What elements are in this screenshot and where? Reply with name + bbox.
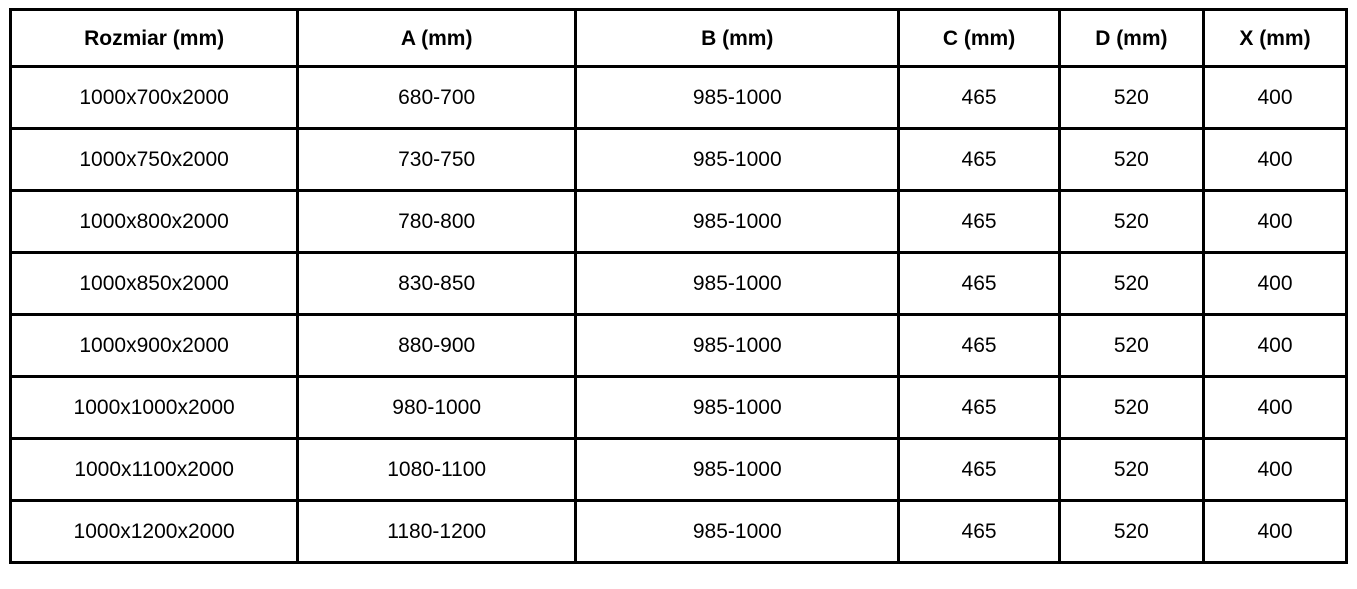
table-cell-a: 880-900 [296,313,578,378]
table-cell-rozmiar: 1000x850x2000 [8,251,300,316]
page: Rozmiar (mm) A (mm) B (mm) C (mm) D (mm) X (m… [8,8,1348,564]
table-cell-c: 465 [897,437,1061,502]
table-cell-c: 465 [897,251,1061,316]
table-cell-rozmiar: 1000x1100x2000 [8,437,300,502]
table-cell-b: 985-1000 [574,313,901,378]
table-body: 1000x700x2000 680-700 985-1000 465 520 400 100… [8,65,1348,564]
column-header-a: A (mm) [296,8,578,68]
table-cell-d: 520 [1057,375,1206,440]
table-cell-c: 465 [897,375,1061,440]
table-cell-c: 465 [897,65,1061,130]
table-cell-c: 465 [897,189,1061,254]
table-cell-rozmiar: 1000x1200x2000 [8,499,300,564]
table-row: 1000x900x2000 880-900 985-1000 465 520 400 [8,313,1348,378]
column-header-rozmiar: Rozmiar (mm) [8,8,300,68]
table-cell-rozmiar: 1000x900x2000 [8,313,300,378]
table-cell-x: 400 [1202,313,1348,378]
table-cell-x: 400 [1202,251,1348,316]
table-cell-b: 985-1000 [574,127,901,192]
table-cell-d: 520 [1057,65,1206,130]
column-header-x: X (mm) [1202,8,1348,68]
table-header-row: Rozmiar (mm) A (mm) B (mm) C (mm) D (mm) X (m… [8,8,1348,68]
table-cell-c: 465 [897,313,1061,378]
table-row: 1000x1200x2000 1180-1200 985-1000 465 520 400 [8,499,1348,564]
table-cell-b: 985-1000 [574,375,901,440]
size-table: Rozmiar (mm) A (mm) B (mm) C (mm) D (mm) X (m… [8,8,1348,564]
table-cell-a: 980-1000 [296,375,578,440]
table-cell-x: 400 [1202,127,1348,192]
table-row: 1000x750x2000 730-750 985-1000 465 520 400 [8,127,1348,192]
table-cell-a: 680-700 [296,65,578,130]
table-cell-rozmiar: 1000x1000x2000 [8,375,300,440]
table-cell-b: 985-1000 [574,251,901,316]
table-cell-x: 400 [1202,65,1348,130]
table-cell-rozmiar: 1000x700x2000 [8,65,300,130]
column-header-c: C (mm) [897,8,1061,68]
table-cell-d: 520 [1057,189,1206,254]
table-cell-c: 465 [897,127,1061,192]
table-cell-d: 520 [1057,313,1206,378]
table-cell-a: 730-750 [296,127,578,192]
table-cell-d: 520 [1057,251,1206,316]
table-cell-b: 985-1000 [574,437,901,502]
table-cell-d: 520 [1057,437,1206,502]
table-cell-x: 400 [1202,189,1348,254]
table-row: 1000x1000x2000 980-1000 985-1000 465 520 400 [8,375,1348,440]
table-cell-a: 830-850 [296,251,578,316]
table-cell-b: 985-1000 [574,189,901,254]
table-cell-c: 465 [897,499,1061,564]
table-cell-d: 520 [1057,127,1206,192]
table-cell-b: 985-1000 [574,499,901,564]
table-cell-a: 1080-1100 [296,437,578,502]
table-cell-rozmiar: 1000x750x2000 [8,127,300,192]
column-header-b: B (mm) [574,8,901,68]
table-row: 1000x850x2000 830-850 985-1000 465 520 400 [8,251,1348,316]
table-row: 1000x700x2000 680-700 985-1000 465 520 400 [8,65,1348,130]
table-cell-x: 400 [1202,437,1348,502]
table-cell-a: 780-800 [296,189,578,254]
table-row: 1000x1100x2000 1080-1100 985-1000 465 520 400 [8,437,1348,502]
table-cell-rozmiar: 1000x800x2000 [8,189,300,254]
table-cell-d: 520 [1057,499,1206,564]
table-cell-b: 985-1000 [574,65,901,130]
table-header: Rozmiar (mm) A (mm) B (mm) C (mm) D (mm) X (m… [8,8,1348,68]
table-cell-a: 1180-1200 [296,499,578,564]
table-row: 1000x800x2000 780-800 985-1000 465 520 400 [8,189,1348,254]
table-cell-x: 400 [1202,375,1348,440]
table-cell-x: 400 [1202,499,1348,564]
column-header-d: D (mm) [1057,8,1206,68]
